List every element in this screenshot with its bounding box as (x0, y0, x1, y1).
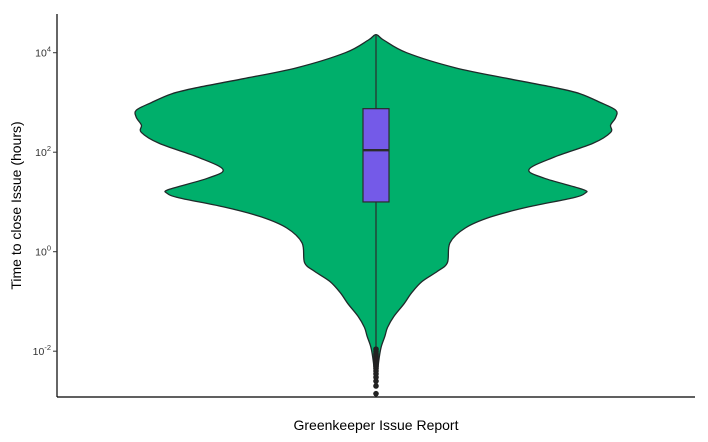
y-tick-label: 100 (35, 244, 51, 259)
plot-area (134, 34, 618, 397)
axes (56, 14, 695, 398)
outlier-point (373, 383, 379, 389)
y-tick-label: 102 (35, 144, 51, 159)
y-axis-ticks: 10-2 100 102 104 (33, 45, 57, 358)
outlier-point (373, 374, 379, 381)
outlier-point (373, 378, 379, 384)
y-axis-title: Time to close Issue (hours) (8, 121, 24, 289)
box-iqr (362, 108, 390, 203)
y-tick-label: 104 (35, 45, 51, 60)
y-tick-label: 10-2 (33, 343, 51, 358)
x-axis-title: Greenkeeper Issue Report (294, 417, 459, 433)
outlier-point (373, 390, 379, 397)
